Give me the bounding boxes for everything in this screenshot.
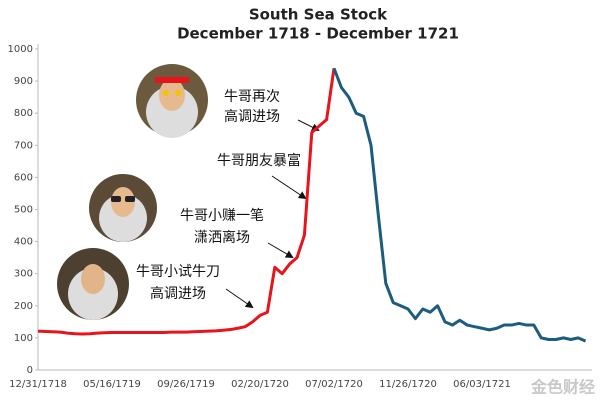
series-line (332, 67, 587, 343)
y-tick-label: 100 (14, 333, 33, 344)
series-line (37, 68, 336, 336)
y-tick-label: 300 (14, 269, 33, 280)
annotation: 牛哥再次 (224, 89, 280, 105)
chart-title: South Sea Stock (249, 6, 388, 24)
chart-subtitle: December 1718 - December 1721 (177, 25, 459, 43)
annotation: 牛哥小试牛刀 (136, 264, 220, 280)
y-tick-label: 700 (14, 140, 33, 151)
x-tick-label: 07/02/1720 (305, 379, 363, 390)
annotation: 牛哥小赚一笔 (180, 208, 264, 224)
annotation: 潇洒离场 (194, 229, 250, 246)
x-tick-label: 02/20/1720 (231, 379, 289, 390)
x-tick-label: 12/31/1718 (9, 379, 67, 390)
portrait (136, 64, 208, 138)
y-tick-label: 1000 (8, 44, 33, 55)
y-tick-label: 200 (14, 301, 33, 312)
arrow (267, 242, 294, 259)
y-tick-label: 0 (27, 365, 33, 376)
y-tick-label: 500 (14, 205, 33, 216)
y-tick-label: 600 (14, 172, 33, 183)
x-tick-label: 11/26/1720 (379, 379, 437, 390)
annotation: 牛哥朋友暴富 (217, 152, 301, 169)
x-tick-label: 09/26/1719 (157, 379, 215, 390)
arrow (225, 288, 254, 309)
watermark: 金色财经 (530, 378, 595, 397)
x-tick-label: 05/16/1719 (83, 379, 141, 390)
arrow (271, 175, 307, 200)
annotation: 高调进场 (150, 285, 206, 302)
x-tick-label: 06/03/1721 (453, 379, 511, 390)
portrait (89, 174, 157, 242)
y-tick-label: 900 (14, 76, 33, 87)
y-tick-label: 800 (14, 108, 33, 119)
y-tick-label: 400 (14, 237, 33, 248)
portrait (57, 248, 129, 320)
annotation: 高调进场 (224, 108, 280, 125)
